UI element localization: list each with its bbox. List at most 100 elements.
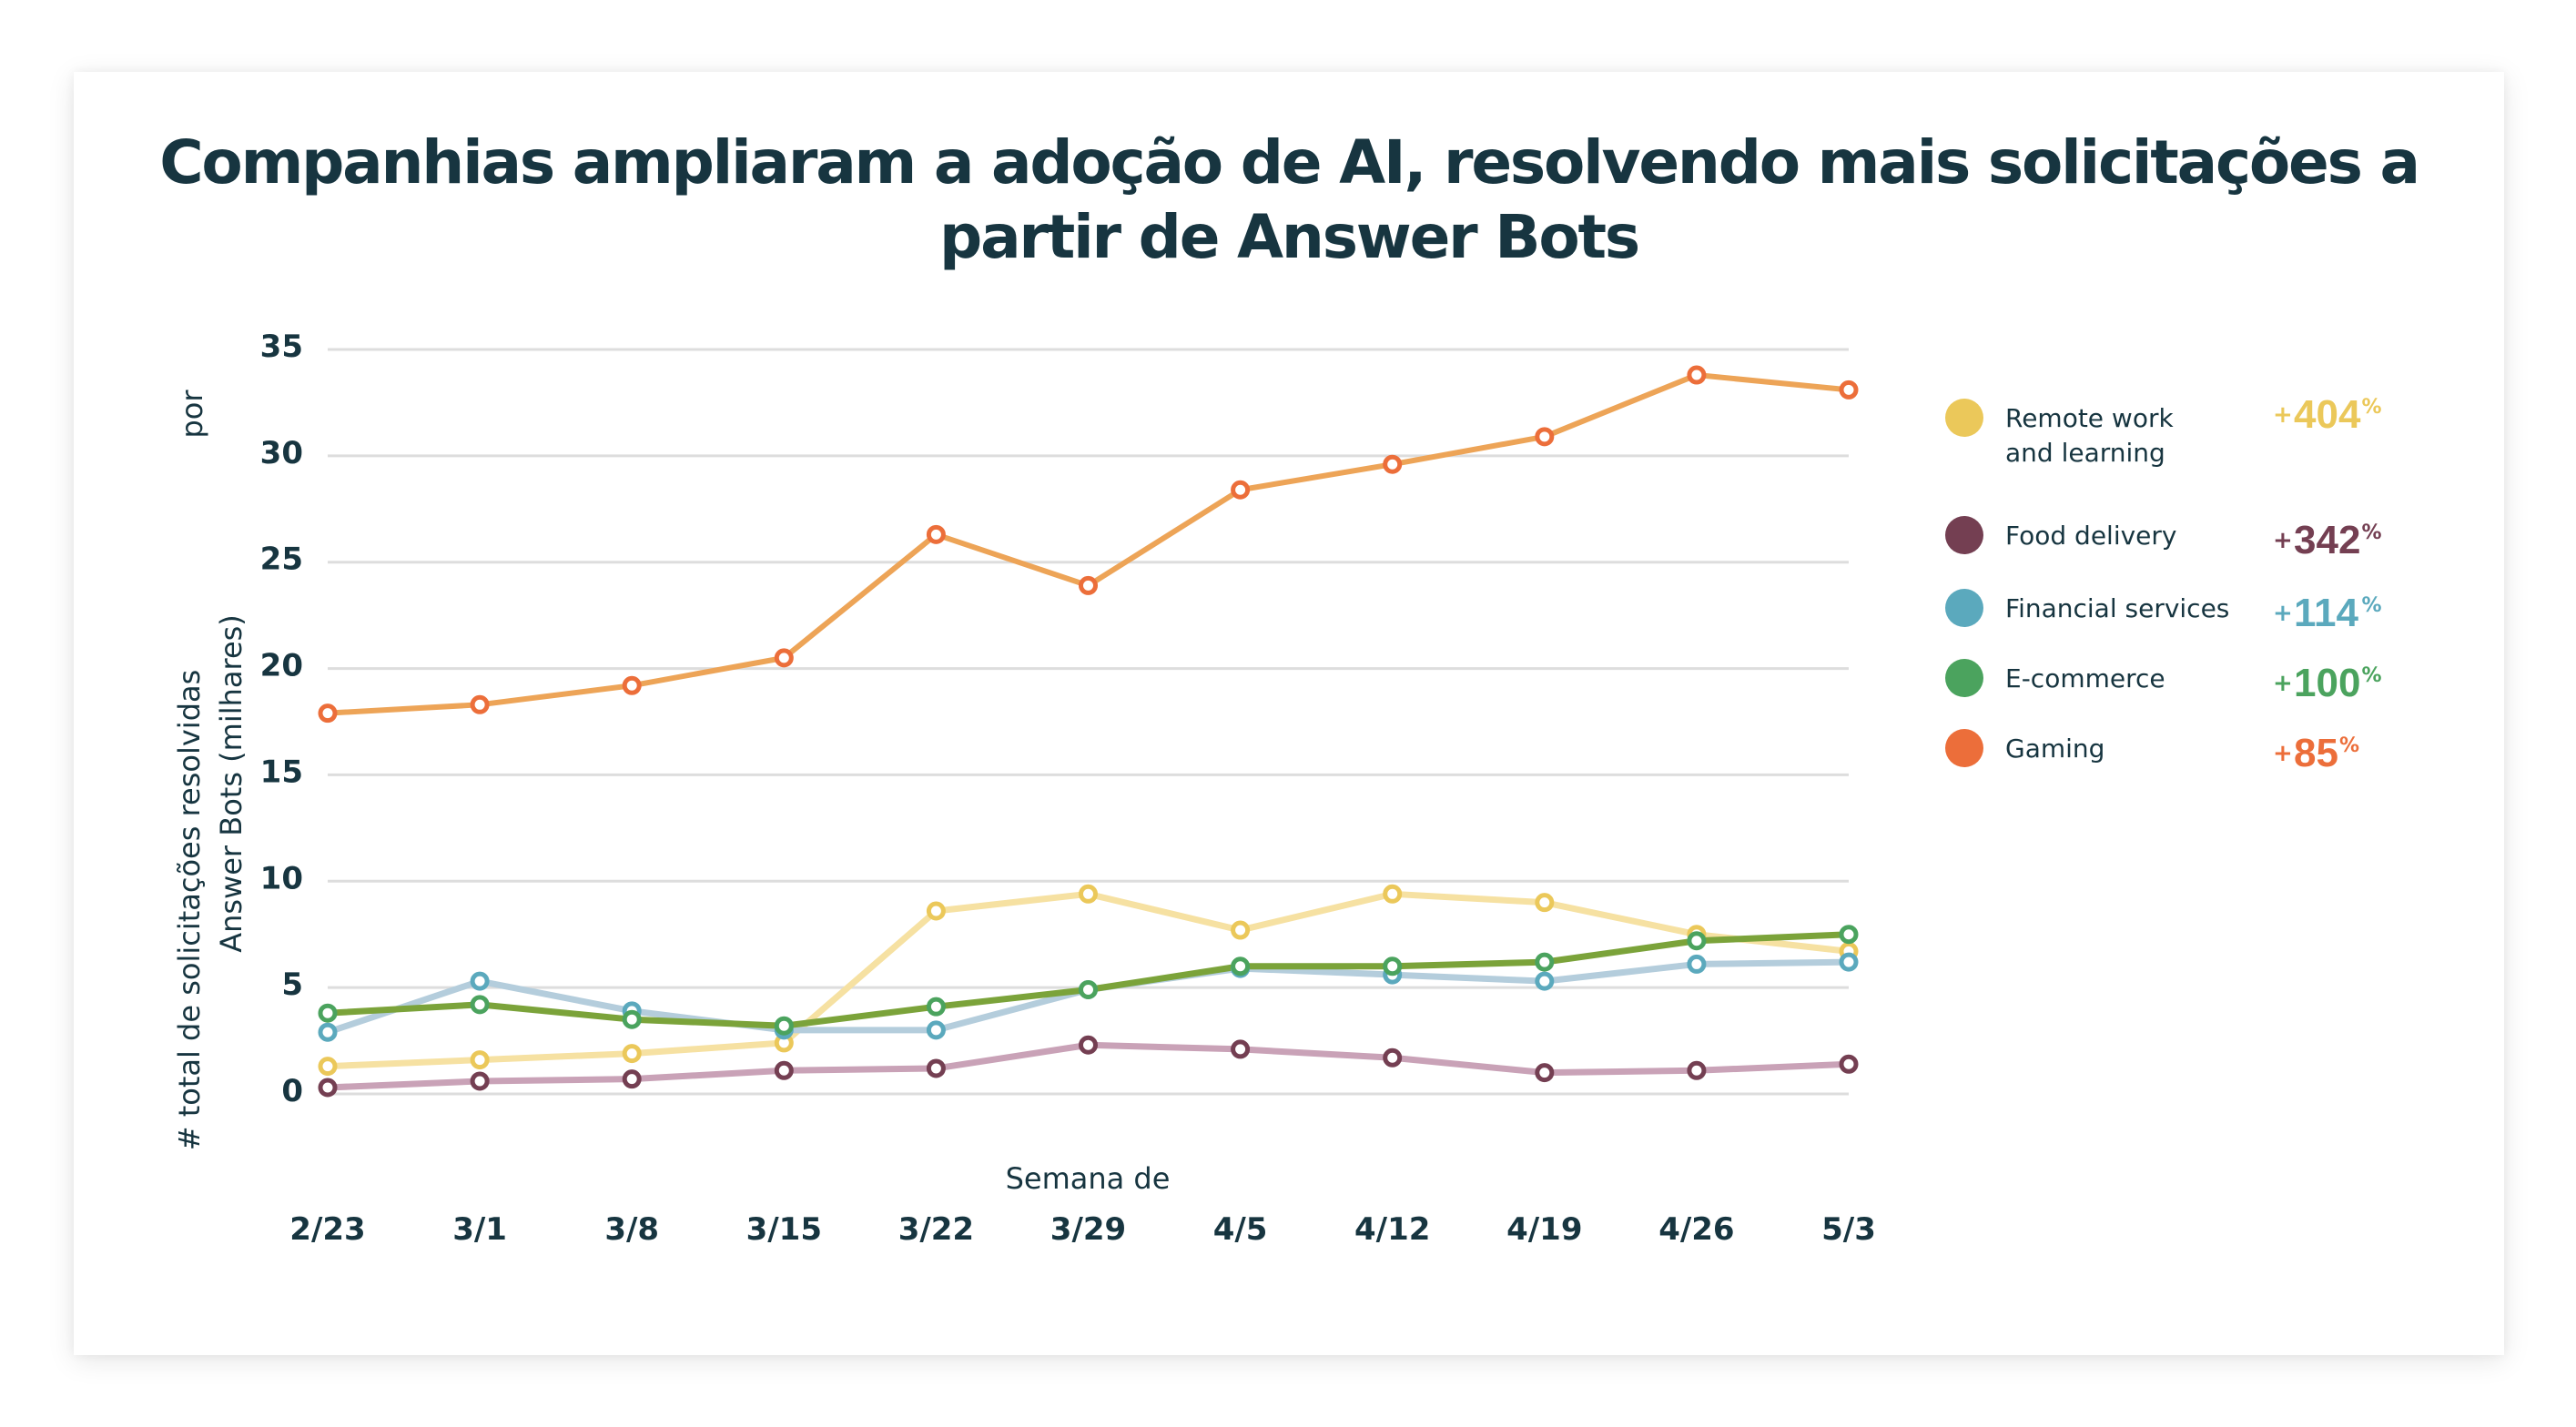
data-point xyxy=(1079,575,1098,595)
data-point xyxy=(1383,1047,1403,1068)
chart-title: Companhias ampliaram a adoção de AI, res… xyxy=(74,126,2504,275)
y-tick-label: 30 xyxy=(260,435,303,471)
data-point xyxy=(774,1060,794,1080)
chart-title-line-2: partir de Answer Bots xyxy=(939,202,1640,272)
legend-change-plus: + xyxy=(2273,401,2293,429)
data-point xyxy=(1839,925,1859,945)
x-axis-title: Semana de xyxy=(1006,1161,1171,1196)
legend-item: Remote work and learning + 404% xyxy=(1945,392,2382,468)
data-point xyxy=(470,694,490,714)
y-tick-label: 5 xyxy=(281,967,303,1003)
data-point xyxy=(1383,956,1403,977)
legend-label: Gaming xyxy=(2005,734,2104,764)
data-point xyxy=(926,997,946,1017)
series-markers xyxy=(318,365,1859,1098)
data-point xyxy=(318,1022,338,1042)
x-axis-ticks: 2/23 3/1 3/8 3/15 3/22 3/29 4/5 4/12 4/19 4/26 5/3 xyxy=(289,1211,1876,1248)
legend-item: E-commerce +100% xyxy=(1945,659,2382,705)
data-point xyxy=(1839,1054,1859,1074)
legend-change-percent: % xyxy=(2362,664,2382,687)
x-tick-label: 3/8 xyxy=(604,1211,659,1248)
legend-change-value: 114 xyxy=(2294,591,2359,635)
data-point xyxy=(1231,920,1251,940)
legend-change-percent: % xyxy=(2362,594,2382,617)
legend-change-value: 404 xyxy=(2294,392,2361,437)
data-point xyxy=(622,1009,642,1029)
series-line-gaming xyxy=(325,372,1851,716)
legend-swatch-icon xyxy=(1945,399,1983,437)
legend-change-plus: + xyxy=(2273,600,2293,627)
x-tick-label: 5/3 xyxy=(1821,1211,1876,1248)
data-point xyxy=(1231,480,1251,500)
y-tick-label: 0 xyxy=(281,1073,303,1109)
legend-change-percent: % xyxy=(2339,734,2359,757)
data-point xyxy=(470,1050,490,1070)
legend-label: and learning xyxy=(2005,438,2165,468)
data-point xyxy=(1535,971,1555,991)
legend-item: Financial services +114% xyxy=(1945,589,2382,635)
data-point xyxy=(318,1057,338,1077)
data-point xyxy=(1231,956,1251,977)
legend-swatch-icon xyxy=(1945,516,1983,554)
data-point xyxy=(318,1003,338,1023)
legend: Remote work and learning + 404 % Food deliver… xyxy=(1945,392,2382,775)
gridlines xyxy=(328,348,1849,1096)
legend-item: Food delivery +342% xyxy=(1945,516,2382,562)
x-tick-label: 3/1 xyxy=(452,1211,507,1248)
x-tick-label: 3/15 xyxy=(746,1211,822,1248)
data-point xyxy=(926,1020,946,1040)
x-tick-label: 3/29 xyxy=(1050,1211,1126,1248)
data-point xyxy=(1535,427,1555,447)
y-tick-label: 15 xyxy=(260,754,303,790)
data-point xyxy=(1535,952,1555,972)
y-tick-label: 25 xyxy=(260,541,303,578)
legend-swatch-icon xyxy=(1945,729,1983,767)
data-point xyxy=(622,675,642,695)
data-point xyxy=(1687,1060,1707,1080)
series-line-e-commerce xyxy=(324,931,1852,1029)
data-point xyxy=(1687,954,1707,974)
data-point xyxy=(1079,884,1098,904)
x-tick-label: 2/23 xyxy=(289,1211,365,1248)
y-axis-title-line-2: Answer Bots (milhares) xyxy=(214,614,248,953)
x-tick-label: 4/19 xyxy=(1506,1211,1582,1248)
legend-change-value: 100 xyxy=(2294,661,2360,705)
legend-swatch-icon xyxy=(1945,589,1983,627)
data-point xyxy=(1231,1039,1251,1059)
y-axis-title-line-3: por xyxy=(175,390,209,439)
y-tick-label: 10 xyxy=(260,860,303,896)
data-point xyxy=(1687,931,1707,951)
data-point xyxy=(1535,893,1555,913)
data-point xyxy=(622,1044,642,1064)
legend-label: Food delivery xyxy=(2005,521,2176,551)
y-tick-label: 20 xyxy=(260,648,303,684)
legend-change-plus: + xyxy=(2273,670,2293,697)
y-axis-title-line-1: # total de solicitações resolvidas xyxy=(172,670,207,1151)
x-tick-label: 4/26 xyxy=(1658,1211,1734,1248)
legend-label: Financial services xyxy=(2005,593,2229,623)
data-point xyxy=(470,995,490,1015)
data-point xyxy=(926,901,946,921)
legend-change-percent: % xyxy=(2362,396,2382,419)
data-point xyxy=(1383,454,1403,474)
y-axis-ticks: 0 5 10 15 20 25 30 35 xyxy=(260,329,303,1109)
legend-change-value: 85 xyxy=(2294,731,2338,775)
data-point xyxy=(622,1069,642,1089)
data-point xyxy=(1687,365,1707,385)
legend-change-plus: + xyxy=(2273,740,2293,767)
legend-change-plus: + xyxy=(2273,527,2293,554)
data-point xyxy=(774,1016,794,1036)
data-point xyxy=(774,648,794,668)
data-point xyxy=(1383,884,1403,904)
x-tick-label: 4/5 xyxy=(1213,1211,1268,1248)
data-point xyxy=(318,1078,338,1098)
chart-title-line-1: Companhias ampliaram a adoção de AI, res… xyxy=(159,127,2420,197)
x-tick-label: 4/12 xyxy=(1354,1211,1430,1248)
data-point xyxy=(926,524,946,544)
legend-swatch-icon xyxy=(1945,659,1983,697)
data-point xyxy=(926,1058,946,1078)
legend-label: Remote work xyxy=(2005,403,2174,433)
legend-label: E-commerce xyxy=(2005,663,2165,693)
data-point xyxy=(1535,1063,1555,1083)
